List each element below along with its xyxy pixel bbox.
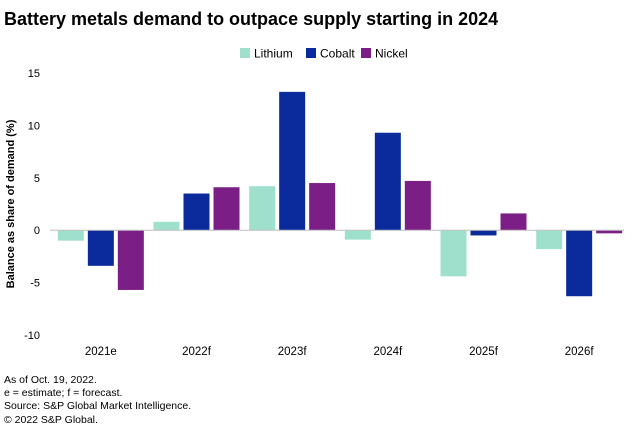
bar-nickel-2023f	[309, 183, 336, 231]
x-tick-label: 2026f	[565, 346, 595, 358]
x-tick-label: 2024f	[373, 346, 403, 358]
x-tick-label: 2025f	[469, 346, 499, 358]
x-tick-label: 2021e	[85, 346, 117, 358]
y-tick-label: -10	[24, 330, 40, 342]
bar-cobalt-2024f	[374, 132, 401, 231]
y-tick-label: -5	[30, 278, 40, 290]
legend-label-nickel: Nickel	[375, 47, 408, 61]
chart-title: Battery metals demand to outpace supply …	[4, 9, 499, 29]
legend-label-lithium: Lithium	[254, 47, 293, 61]
bar-cobalt-2026f	[566, 230, 593, 297]
bar-cobalt-2025f	[470, 230, 497, 236]
footnote-legend: e = estimate; f = forecast.	[4, 387, 123, 400]
footnotes: As of Oct. 19, 2022. e = estimate; f = f…	[4, 374, 191, 427]
bar-lithium-2026f	[536, 230, 563, 250]
bar-nickel-2025f	[500, 213, 527, 231]
footnote-source: Source: S&P Global Market Intelligence.	[4, 400, 192, 413]
bar-cobalt-2021e	[87, 230, 114, 266]
y-tick-label: 5	[34, 173, 40, 185]
bar-nickel-2022f	[213, 187, 240, 231]
legend-swatch-nickel	[361, 48, 371, 58]
legend-swatch-cobalt	[306, 48, 316, 58]
legend-label-cobalt: Cobalt	[320, 47, 355, 61]
y-tick-label: 15	[28, 68, 40, 80]
bar-lithium-2022f	[153, 221, 180, 231]
legend-swatch-lithium	[240, 48, 250, 58]
y-tick-label: 10	[28, 120, 40, 132]
x-tick-label: 2023f	[278, 346, 308, 358]
bar-lithium-2021e	[57, 230, 84, 241]
bar-nickel-2024f	[404, 180, 431, 231]
y-tick-label: 0	[34, 225, 40, 237]
bar-cobalt-2023f	[279, 91, 306, 231]
x-tick-label: 2022f	[182, 346, 212, 358]
y-axis-title: Balance as share of demand (%)	[5, 119, 17, 288]
bar-lithium-2025f	[440, 230, 467, 277]
bar-lithium-2023f	[249, 186, 276, 231]
footnote-date: As of Oct. 19, 2022.	[4, 374, 97, 386]
bar-nickel-2026f	[596, 230, 623, 234]
bar-lithium-2024f	[344, 230, 371, 240]
bar-cobalt-2022f	[183, 193, 210, 231]
bar-chart: 15 10 5 0 -5 -10 Balance as share of demand (%…	[5, 47, 624, 358]
footnote-copyright: © 2022 S&P Global.	[4, 413, 98, 426]
bar-nickel-2021e	[117, 230, 144, 290]
